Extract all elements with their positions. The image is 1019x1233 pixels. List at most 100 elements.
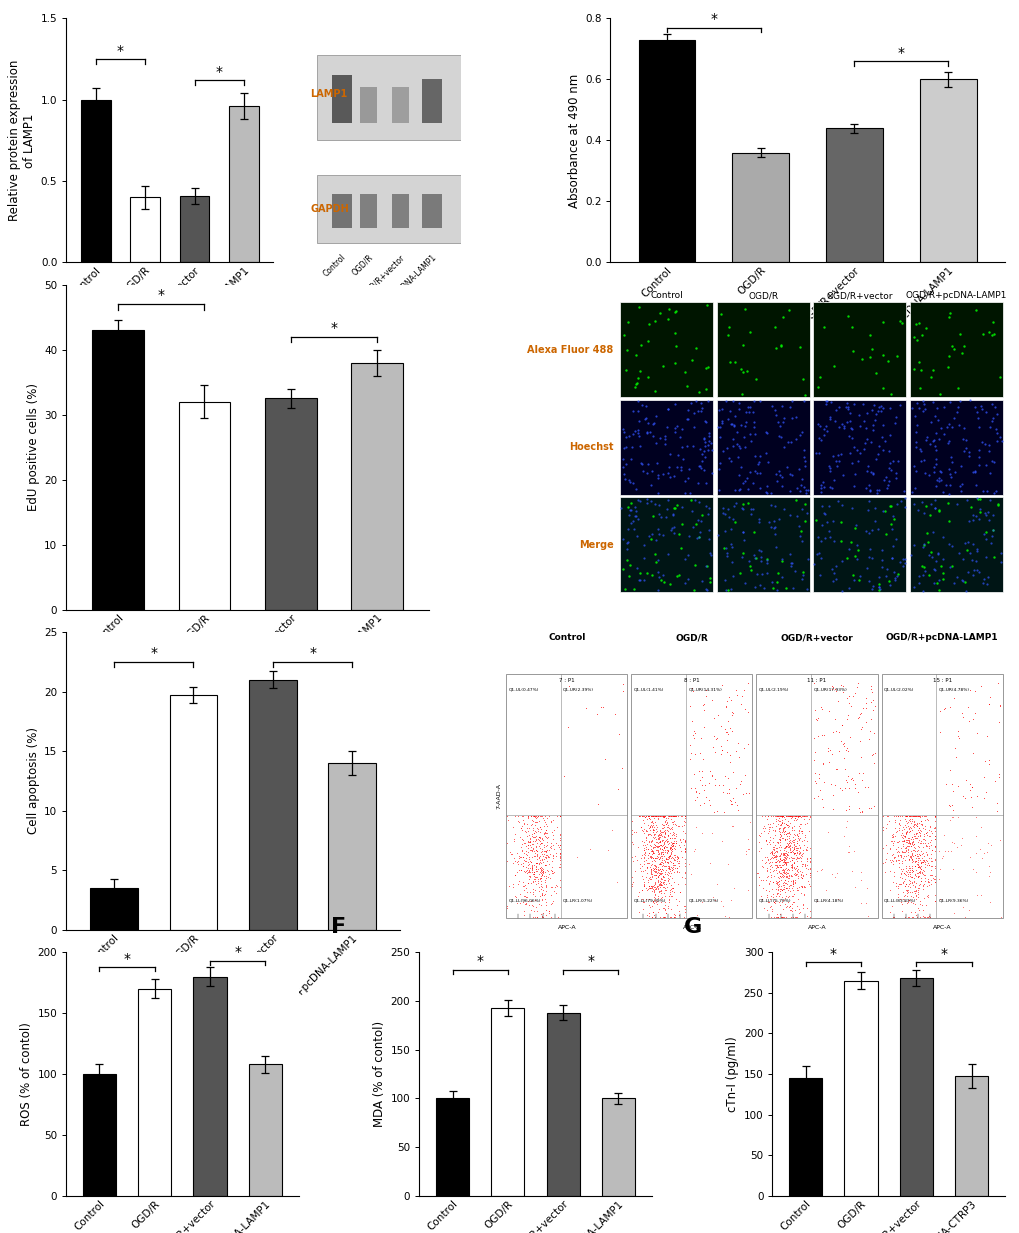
Point — [907, 866, 923, 885]
Point — [891, 874, 907, 894]
Point — [647, 806, 663, 826]
Point — [703, 464, 719, 483]
Point — [940, 841, 956, 861]
Point — [543, 893, 559, 912]
Point — [964, 535, 980, 555]
Point — [525, 896, 541, 916]
Point — [713, 776, 730, 795]
Point — [770, 819, 787, 838]
Point — [883, 845, 900, 864]
Point — [828, 889, 845, 909]
Point — [665, 836, 682, 856]
Point — [777, 853, 794, 873]
Point — [767, 854, 784, 874]
Point — [529, 817, 545, 837]
Point — [904, 873, 920, 893]
Point — [642, 840, 658, 859]
Point — [720, 907, 737, 927]
Point — [933, 549, 950, 568]
Point — [897, 850, 913, 869]
Point — [665, 851, 682, 870]
Point — [769, 893, 786, 912]
Point — [663, 819, 680, 838]
Point — [895, 842, 911, 862]
Point — [770, 509, 787, 529]
Point — [498, 896, 515, 916]
Point — [980, 417, 997, 436]
Point — [525, 862, 541, 882]
Point — [946, 461, 962, 481]
Point — [899, 887, 915, 906]
Point — [787, 806, 803, 826]
Point — [981, 893, 998, 912]
Text: *: * — [234, 946, 242, 959]
Point — [922, 494, 938, 514]
Point — [968, 541, 984, 561]
Point — [644, 831, 660, 851]
Point — [667, 826, 684, 846]
Point — [777, 852, 794, 872]
Point — [651, 303, 667, 323]
Point — [631, 882, 647, 901]
Point — [770, 806, 787, 826]
Point — [915, 824, 931, 843]
Point — [663, 834, 680, 853]
Point — [758, 554, 774, 573]
Point — [921, 434, 937, 454]
Point — [883, 825, 900, 845]
Point — [638, 850, 654, 869]
Point — [971, 502, 987, 522]
Point — [892, 312, 908, 332]
Point — [634, 835, 650, 854]
Point — [655, 826, 672, 846]
Point — [700, 423, 716, 443]
Text: *: * — [309, 646, 316, 660]
Point — [779, 815, 795, 835]
Point — [649, 872, 665, 891]
Point — [889, 845, 905, 864]
Point — [780, 863, 796, 883]
Point — [665, 806, 682, 826]
Bar — [620, 302, 712, 397]
Point — [781, 826, 797, 846]
Point — [790, 459, 806, 478]
Point — [669, 816, 686, 836]
Point — [979, 502, 996, 522]
Point — [906, 851, 922, 870]
Point — [935, 841, 952, 861]
Point — [766, 891, 783, 911]
Point — [776, 816, 793, 836]
Point — [654, 873, 671, 893]
Point — [760, 819, 776, 838]
Point — [956, 788, 972, 808]
Point — [688, 528, 704, 547]
Point — [534, 866, 550, 885]
Point — [903, 545, 919, 565]
Point — [651, 874, 667, 894]
Point — [535, 810, 551, 830]
Point — [655, 835, 672, 854]
Point — [665, 806, 682, 826]
Point — [791, 481, 807, 501]
Point — [633, 453, 649, 472]
Point — [510, 874, 526, 894]
Point — [531, 836, 547, 856]
Bar — [716, 399, 809, 494]
Point — [740, 838, 756, 858]
Point — [524, 907, 540, 927]
Point — [528, 861, 544, 880]
Point — [783, 817, 799, 837]
Point — [518, 817, 534, 837]
Point — [882, 383, 899, 403]
Point — [627, 497, 643, 517]
Point — [827, 568, 844, 588]
Point — [784, 866, 800, 885]
Point — [660, 817, 677, 837]
Point — [788, 848, 804, 868]
Point — [532, 817, 548, 837]
Point — [794, 806, 810, 826]
Point — [820, 752, 837, 772]
Point — [694, 891, 710, 911]
Point — [910, 856, 926, 875]
Point — [784, 848, 800, 868]
